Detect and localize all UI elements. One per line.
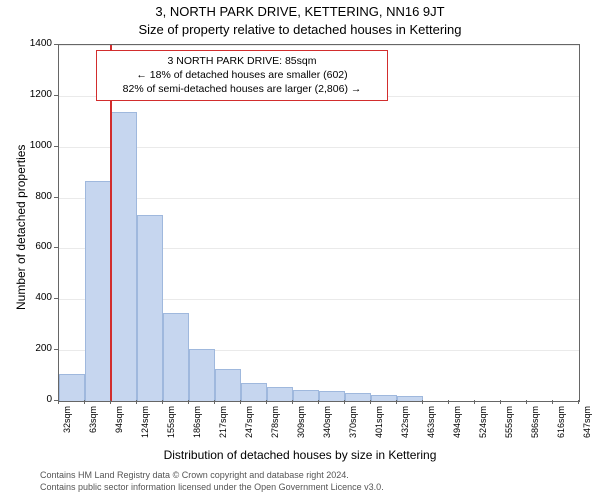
- y-tick-label: 600: [24, 241, 52, 252]
- histogram-bar: [293, 390, 319, 401]
- x-tick-label: 370sqm: [348, 406, 358, 450]
- x-tick-label: 186sqm: [192, 406, 202, 450]
- y-axis-label: Number of detached properties: [14, 145, 28, 310]
- x-tick-label: 32sqm: [62, 406, 72, 450]
- x-tick-label: 401sqm: [374, 406, 384, 450]
- histogram-bar: [189, 349, 215, 401]
- annotation-line: ← 18% of detached houses are smaller (60…: [103, 68, 381, 82]
- annotation-box: 3 NORTH PARK DRIVE: 85sqm← 18% of detach…: [96, 50, 388, 101]
- x-tick-mark: [110, 400, 111, 404]
- y-tick-label: 1400: [24, 38, 52, 49]
- x-tick-mark: [474, 400, 475, 404]
- histogram-bar: [319, 391, 345, 401]
- histogram-bar: [267, 387, 293, 401]
- y-tick-mark: [54, 95, 58, 96]
- x-tick-label: 555sqm: [504, 406, 514, 450]
- x-tick-label: 278sqm: [270, 406, 280, 450]
- y-tick-mark: [54, 298, 58, 299]
- histogram-bar: [215, 369, 241, 401]
- x-tick-label: 524sqm: [478, 406, 488, 450]
- x-tick-mark: [136, 400, 137, 404]
- y-tick-mark: [54, 146, 58, 147]
- histogram-bar: [137, 215, 163, 401]
- y-tick-label: 1000: [24, 140, 52, 151]
- annotation-line: 82% of semi-detached houses are larger (…: [103, 82, 381, 96]
- x-tick-label: 463sqm: [426, 406, 436, 450]
- x-tick-label: 340sqm: [322, 406, 332, 450]
- histogram-bar: [111, 112, 137, 401]
- y-tick-mark: [54, 197, 58, 198]
- x-tick-mark: [396, 400, 397, 404]
- footer-text: Contains HM Land Registry data © Crown c…: [40, 470, 384, 493]
- x-tick-mark: [500, 400, 501, 404]
- chart-title-line1: 3, NORTH PARK DRIVE, KETTERING, NN16 9JT: [0, 4, 600, 19]
- x-tick-label: 309sqm: [296, 406, 306, 450]
- x-tick-mark: [370, 400, 371, 404]
- y-tick-mark: [54, 44, 58, 45]
- x-tick-label: 647sqm: [582, 406, 592, 450]
- x-tick-label: 155sqm: [166, 406, 176, 450]
- x-tick-mark: [292, 400, 293, 404]
- x-tick-mark: [214, 400, 215, 404]
- x-tick-label: 94sqm: [114, 406, 124, 450]
- x-tick-mark: [84, 400, 85, 404]
- grid-line: [59, 45, 579, 46]
- x-tick-mark: [58, 400, 59, 404]
- annotation-line: 3 NORTH PARK DRIVE: 85sqm: [103, 54, 381, 68]
- x-tick-mark: [162, 400, 163, 404]
- y-tick-label: 400: [24, 292, 52, 303]
- y-tick-label: 200: [24, 343, 52, 354]
- grid-line: [59, 147, 579, 148]
- histogram-bar: [241, 383, 267, 401]
- x-tick-mark: [344, 400, 345, 404]
- x-tick-mark: [552, 400, 553, 404]
- histogram-bar: [163, 313, 189, 401]
- x-tick-mark: [266, 400, 267, 404]
- x-tick-mark: [578, 400, 579, 404]
- x-tick-label: 616sqm: [556, 406, 566, 450]
- x-tick-mark: [526, 400, 527, 404]
- y-tick-label: 800: [24, 191, 52, 202]
- x-tick-mark: [188, 400, 189, 404]
- x-tick-label: 586sqm: [530, 406, 540, 450]
- x-tick-label: 63sqm: [88, 406, 98, 450]
- x-tick-mark: [422, 400, 423, 404]
- chart-title-line2: Size of property relative to detached ho…: [0, 22, 600, 37]
- x-tick-mark: [318, 400, 319, 404]
- x-tick-mark: [448, 400, 449, 404]
- x-tick-label: 432sqm: [400, 406, 410, 450]
- footer-line2: Contains public sector information licen…: [40, 482, 384, 494]
- histogram-bar: [345, 393, 371, 401]
- x-tick-label: 124sqm: [140, 406, 150, 450]
- y-tick-mark: [54, 247, 58, 248]
- x-tick-label: 247sqm: [244, 406, 254, 450]
- footer-line1: Contains HM Land Registry data © Crown c…: [40, 470, 384, 482]
- x-axis-label: Distribution of detached houses by size …: [0, 448, 600, 462]
- histogram-bar: [397, 396, 423, 401]
- grid-line: [59, 198, 579, 199]
- histogram-bar: [371, 395, 397, 401]
- x-tick-label: 217sqm: [218, 406, 228, 450]
- histogram-bar: [85, 181, 111, 401]
- x-tick-mark: [240, 400, 241, 404]
- histogram-bar: [59, 374, 85, 401]
- y-tick-label: 0: [24, 394, 52, 405]
- x-tick-label: 494sqm: [452, 406, 462, 450]
- y-tick-mark: [54, 349, 58, 350]
- y-tick-label: 1200: [24, 89, 52, 100]
